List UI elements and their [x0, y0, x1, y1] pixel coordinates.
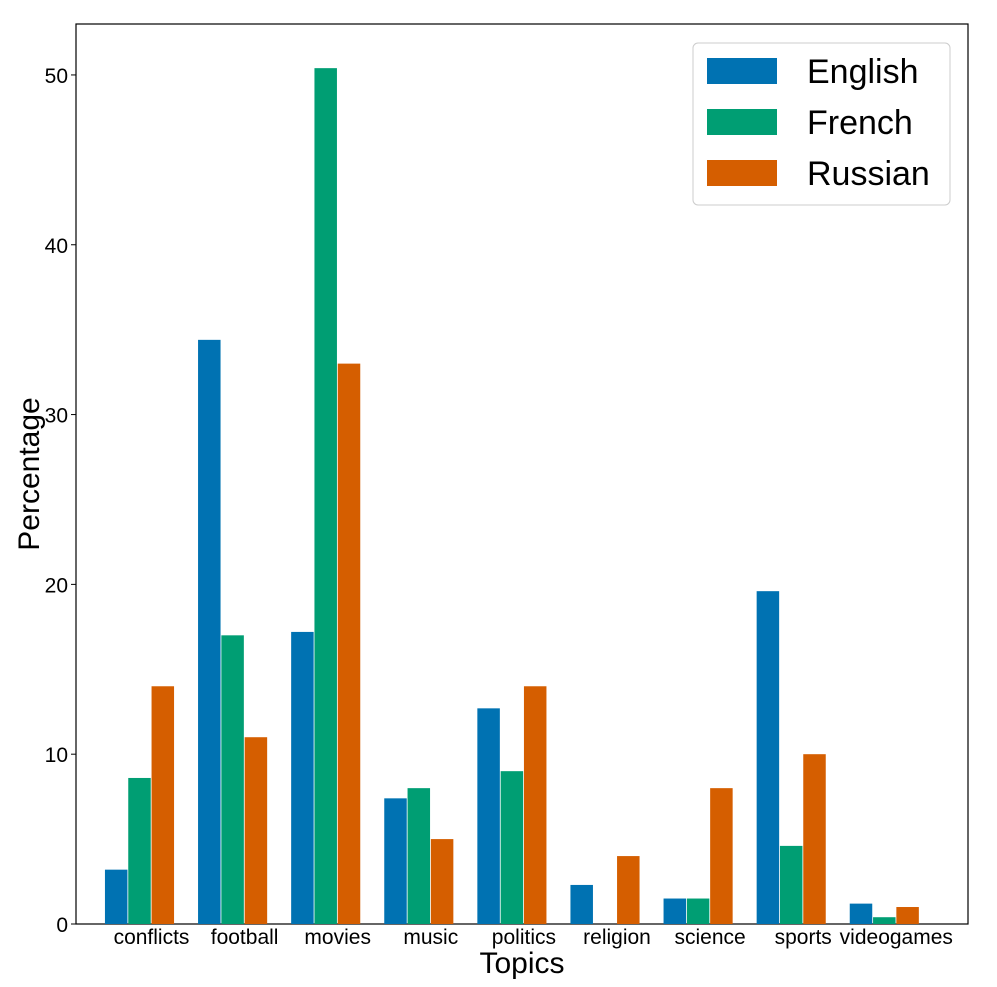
bar-english-videogames	[849, 903, 873, 924]
bar-english-science	[663, 898, 687, 924]
y-tick-label: 40	[45, 235, 68, 258]
bar-french-science	[686, 898, 710, 924]
bar-russian-conflicts	[151, 686, 175, 924]
bar-english-sports	[756, 591, 780, 924]
x-axis-title: Topics	[479, 947, 564, 980]
legend-swatch-english	[707, 58, 777, 84]
y-tick-label: 10	[45, 744, 68, 767]
x-tick-label-movies: movies	[304, 926, 371, 949]
bar-french-videogames	[873, 917, 896, 924]
x-axis: conflicts football movies music politics reli…	[114, 926, 953, 949]
bar-russian-science	[710, 788, 733, 924]
x-tick-label-politics: politics	[492, 926, 556, 949]
bar-french-music	[407, 788, 431, 924]
y-tick-label: 0	[56, 914, 68, 937]
bar-english-football	[198, 339, 221, 925]
x-tick-label-videogames: videogames	[840, 926, 953, 949]
bar-russian-sports	[803, 754, 826, 924]
y-tick-label: 20	[45, 574, 68, 597]
x-tick-label-music: music	[403, 926, 458, 949]
bar-french-football	[221, 635, 244, 924]
bar-russian-politics	[523, 686, 547, 924]
bar-english-religion	[570, 884, 593, 924]
bar-english-music	[384, 798, 407, 924]
bar-russian-religion	[617, 856, 640, 924]
bar-russian-movies	[337, 363, 361, 924]
legend: English French Russian	[692, 42, 951, 206]
bars-layer	[104, 68, 919, 925]
y-tick-label: 30	[45, 405, 68, 428]
bar-french-conflicts	[128, 777, 151, 924]
x-tick-label-science: science	[674, 926, 745, 949]
x-tick-label-conflicts: conflicts	[114, 926, 190, 949]
y-axis: 0 10 20 30 40 50	[45, 65, 76, 937]
bar-french-sports	[779, 845, 803, 924]
bar-english-politics	[477, 708, 500, 924]
y-axis-title: Percentage	[13, 397, 46, 550]
bar-english-movies	[291, 631, 314, 924]
y-tick-label: 50	[45, 65, 68, 88]
legend-label-french: French	[807, 104, 913, 142]
bar-english-conflicts	[104, 869, 128, 924]
x-tick-label-religion: religion	[583, 926, 651, 949]
bar-russian-music	[430, 839, 454, 924]
bar-russian-videogames	[896, 907, 919, 924]
legend-label-russian: Russian	[807, 155, 930, 193]
x-tick-label-football: football	[211, 926, 279, 949]
legend-label-english: English	[807, 53, 919, 91]
x-tick-label-sports: sports	[775, 926, 832, 949]
bar-french-movies	[314, 68, 337, 924]
bar-russian-football	[244, 737, 268, 924]
legend-swatch-french	[707, 109, 777, 135]
legend-swatch-russian	[707, 160, 777, 186]
bar-french-politics	[500, 771, 524, 924]
